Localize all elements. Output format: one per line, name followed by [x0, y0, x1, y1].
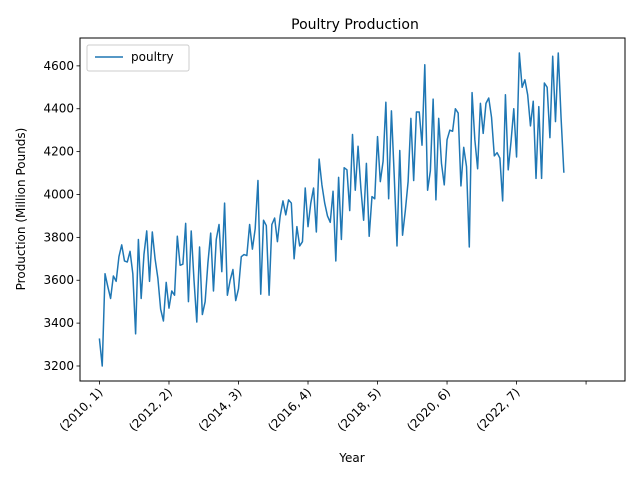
legend-label-poultry: poultry [131, 50, 174, 64]
y-tick-label: 4400 [43, 102, 74, 116]
y-axis-title: Production (Million Pounds) [14, 128, 28, 291]
y-tick-label: 4200 [43, 145, 74, 159]
y-tick-label: 3200 [43, 359, 74, 373]
y-tick-label: 3400 [43, 316, 74, 330]
legend-box [86, 44, 190, 72]
y-axis: 3200 3400 3600 3800 4000 4200 4400 4600 [43, 59, 80, 373]
y-tick-label: 3600 [43, 273, 74, 287]
chart-title: Poultry Production [291, 17, 419, 33]
plot-area [79, 37, 626, 382]
legend: poultry [86, 44, 190, 72]
x-axis-title: Year [338, 451, 364, 465]
plot-frame [79, 37, 626, 382]
y-tick-label: 3800 [43, 230, 74, 244]
series-line-poultry [98, 52, 565, 367]
y-tick-label: 4000 [43, 187, 74, 201]
y-tick-label: 4600 [43, 59, 74, 73]
